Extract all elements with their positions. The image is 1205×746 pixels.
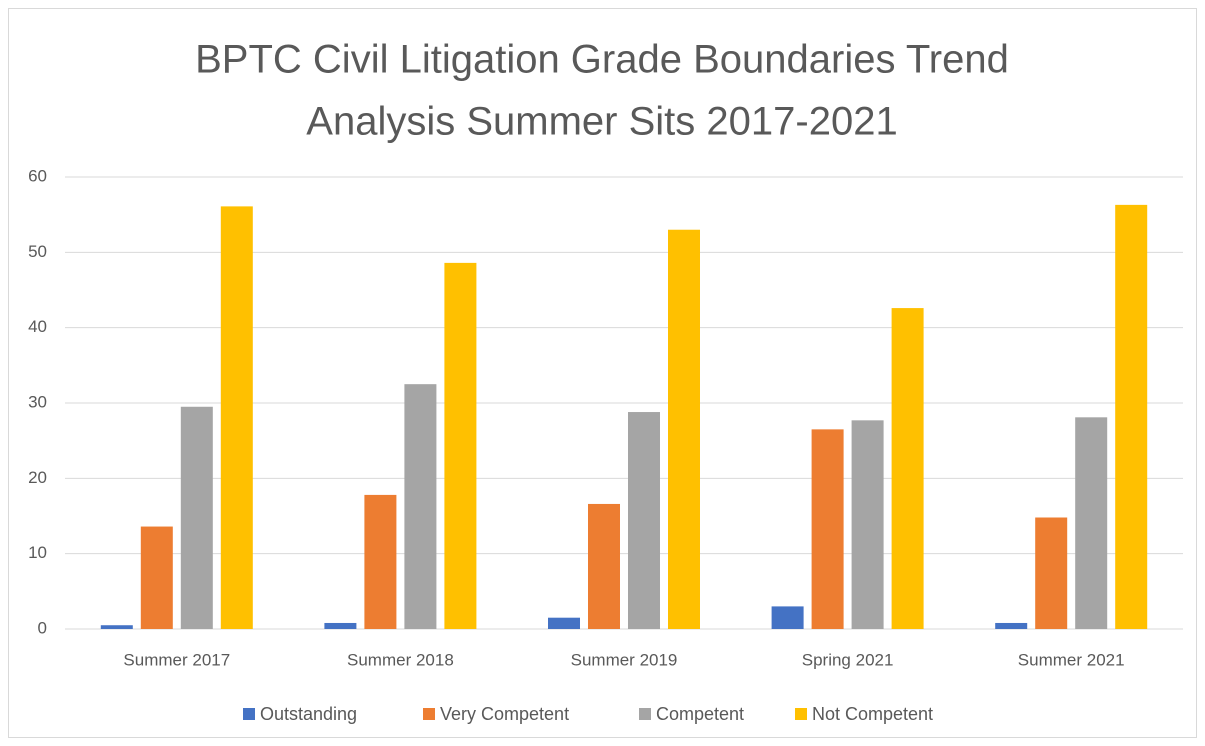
bar [220, 206, 253, 629]
x-tick-label: Summer 2021 [1018, 650, 1125, 669]
y-tick-label: 60 [28, 166, 47, 185]
bar [1115, 204, 1148, 629]
bar [628, 412, 660, 629]
legend-label: Not Competent [812, 704, 933, 724]
legend-label: Very Competent [440, 704, 569, 724]
y-tick-label: 10 [28, 543, 47, 562]
bar [588, 503, 620, 629]
legend-swatch [639, 708, 651, 720]
bar [180, 406, 213, 629]
legend-label: Outstanding [260, 704, 357, 724]
bar [548, 617, 580, 629]
bar [1035, 517, 1068, 629]
bar [364, 494, 397, 629]
y-tick-label: 20 [28, 468, 47, 487]
bar [851, 420, 884, 629]
y-tick-label: 50 [28, 242, 47, 261]
bar [668, 229, 700, 629]
bar [811, 429, 844, 629]
legend-swatch [423, 708, 435, 720]
bar [324, 622, 357, 629]
bar [995, 622, 1028, 629]
x-tick-label: Summer 2018 [347, 650, 454, 669]
x-tick-label: Spring 2021 [802, 650, 894, 669]
legend-swatch [243, 708, 255, 720]
bar [771, 606, 804, 629]
y-tick-label: 0 [38, 618, 47, 637]
x-tick-label: Summer 2017 [123, 650, 230, 669]
bar [891, 308, 924, 629]
legend-label: Competent [656, 704, 744, 724]
bar [100, 625, 133, 629]
chart-title: Analysis Summer Sits 2017-2021 [306, 100, 897, 144]
bar [444, 262, 477, 629]
y-tick-label: 40 [28, 317, 47, 336]
chart-title: BPTC Civil Litigation Grade Boundaries T… [195, 38, 1009, 82]
y-tick-label: 30 [28, 392, 47, 411]
bar [140, 526, 173, 629]
x-tick-label: Summer 2019 [571, 650, 678, 669]
bar [1075, 417, 1108, 629]
bar [404, 384, 437, 629]
legend-swatch [795, 708, 807, 720]
